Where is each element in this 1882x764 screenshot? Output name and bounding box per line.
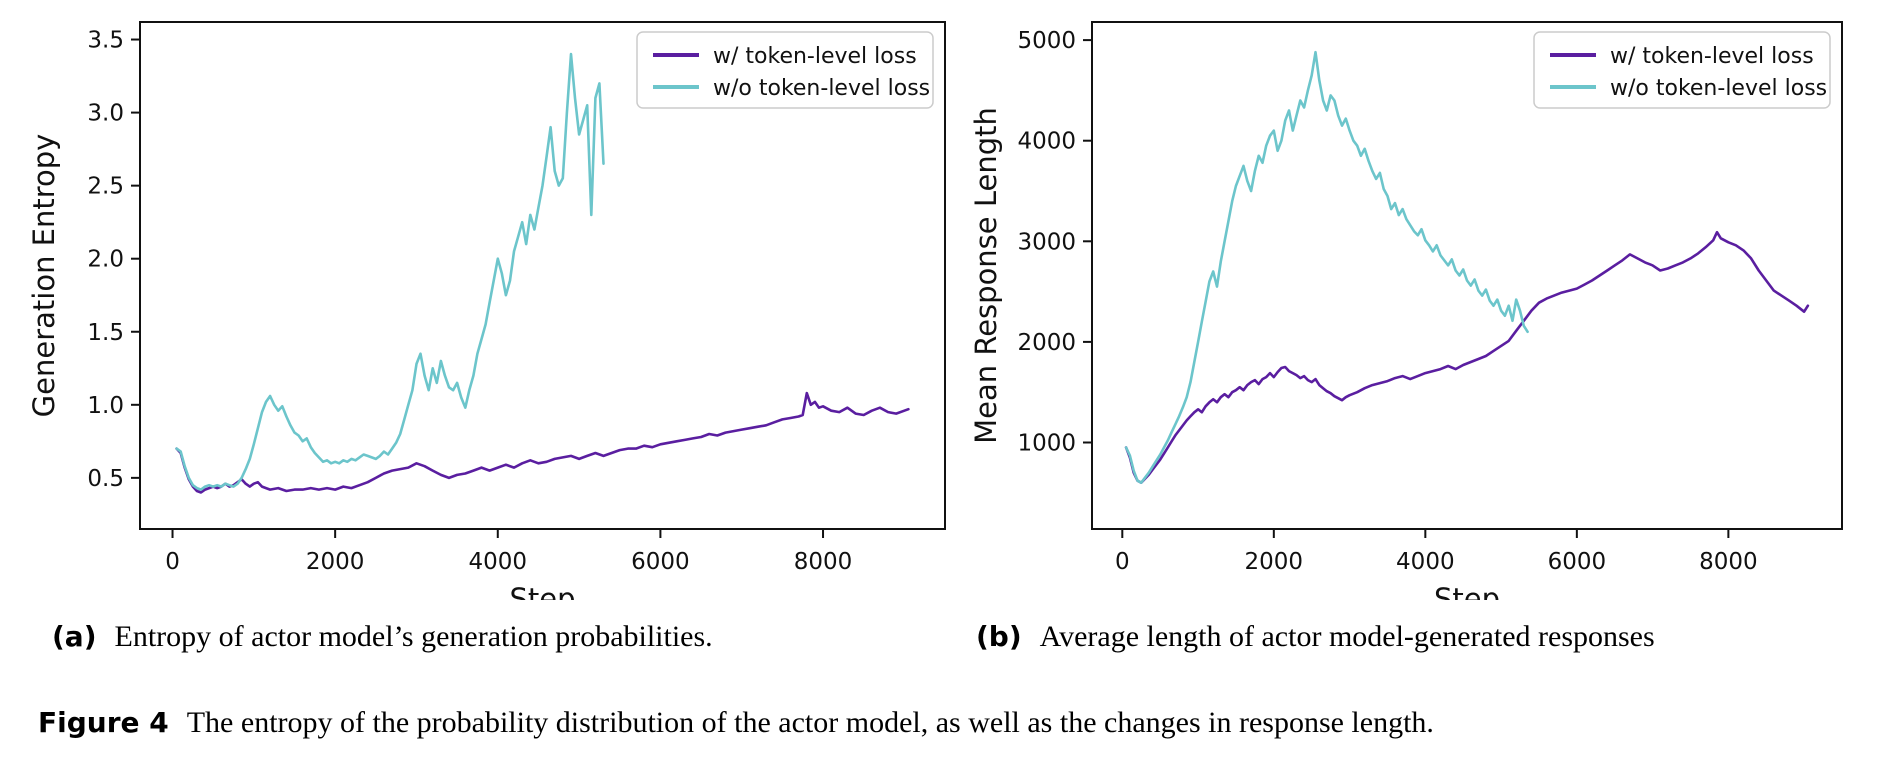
plot-border <box>1091 21 1843 530</box>
x-tick-label: 0 <box>1115 549 1130 575</box>
series-line-without_loss <box>1124 50 1529 485</box>
x-tick-label: 8000 <box>1699 549 1758 575</box>
series-line-without_loss <box>175 52 605 491</box>
x-tick-label: 4000 <box>1396 549 1455 575</box>
y-tick-label: 4000 <box>1017 129 1076 155</box>
caption-a: (a) Entropy of actor model’s generation p… <box>52 620 713 654</box>
legend-label: w/o token-level loss <box>713 76 930 101</box>
y-tick-label: 1.0 <box>87 393 124 419</box>
y-tick-label: 3.0 <box>87 101 124 127</box>
y-tick-label: 3.5 <box>87 28 124 54</box>
y-tick-label: 1.5 <box>87 320 124 346</box>
x-tick-label: 8000 <box>794 549 853 575</box>
caption-b: (b) Average length of actor model-generat… <box>976 620 1655 654</box>
y-tick-label: 2.0 <box>87 247 124 273</box>
series-line-with_loss <box>1124 230 1810 485</box>
caption-a-text: Entropy of actor model’s generation prob… <box>114 620 713 653</box>
y-tick-label: 2000 <box>1017 330 1076 356</box>
entropy-chart: 0 2000 4000 6000 8000 0.5 1.0 1.5 2.0 2.5 3.0 3.5 St… <box>27 21 946 600</box>
y-tick-label: 3000 <box>1017 229 1076 255</box>
x-tick-label: 6000 <box>631 549 690 575</box>
x-axis-label: Step <box>1434 582 1500 600</box>
x-tick-label: 0 <box>165 549 180 575</box>
y-tick-label: 2.5 <box>87 174 124 200</box>
x-tick-label: 6000 <box>1548 549 1607 575</box>
legend-label: w/ token-level loss <box>1610 44 1814 69</box>
y-tick-label: 1000 <box>1017 430 1076 456</box>
length-chart: 0 2000 4000 6000 8000 1000 2000 3000 4000 5000 Ste… <box>969 21 1843 600</box>
x-tick-label: 4000 <box>469 549 528 575</box>
legend <box>1533 31 1831 109</box>
legend-label: w/o token-level loss <box>1610 76 1827 101</box>
caption-a-tag: (a) <box>52 620 97 653</box>
x-tick-label: 2000 <box>306 549 365 575</box>
caption-b-tag: (b) <box>976 620 1022 653</box>
series-line-with_loss <box>175 391 910 494</box>
figure-caption-text: The entropy of the probability distribut… <box>186 706 1434 739</box>
plot-border <box>139 21 946 530</box>
figure-charts: 0 2000 4000 6000 8000 0.5 1.0 1.5 2.0 2.5 3.0 3.5 St… <box>27 21 1843 600</box>
x-tick-label: 2000 <box>1245 549 1304 575</box>
x-axis-label: Step <box>509 582 575 600</box>
y-axis-label: Generation Entropy <box>27 134 61 418</box>
figure-caption: Figure 4 The entropy of the probability d… <box>38 706 1434 740</box>
legend-label: w/ token-level loss <box>713 44 917 69</box>
figure-caption-label: Figure 4 <box>38 706 169 739</box>
y-axis-label: Mean Response Length <box>969 107 1003 444</box>
y-tick-label: 5000 <box>1017 28 1076 54</box>
legend <box>636 31 934 109</box>
caption-b-text: Average length of actor model-generated … <box>1039 620 1655 653</box>
y-tick-label: 0.5 <box>87 466 124 492</box>
